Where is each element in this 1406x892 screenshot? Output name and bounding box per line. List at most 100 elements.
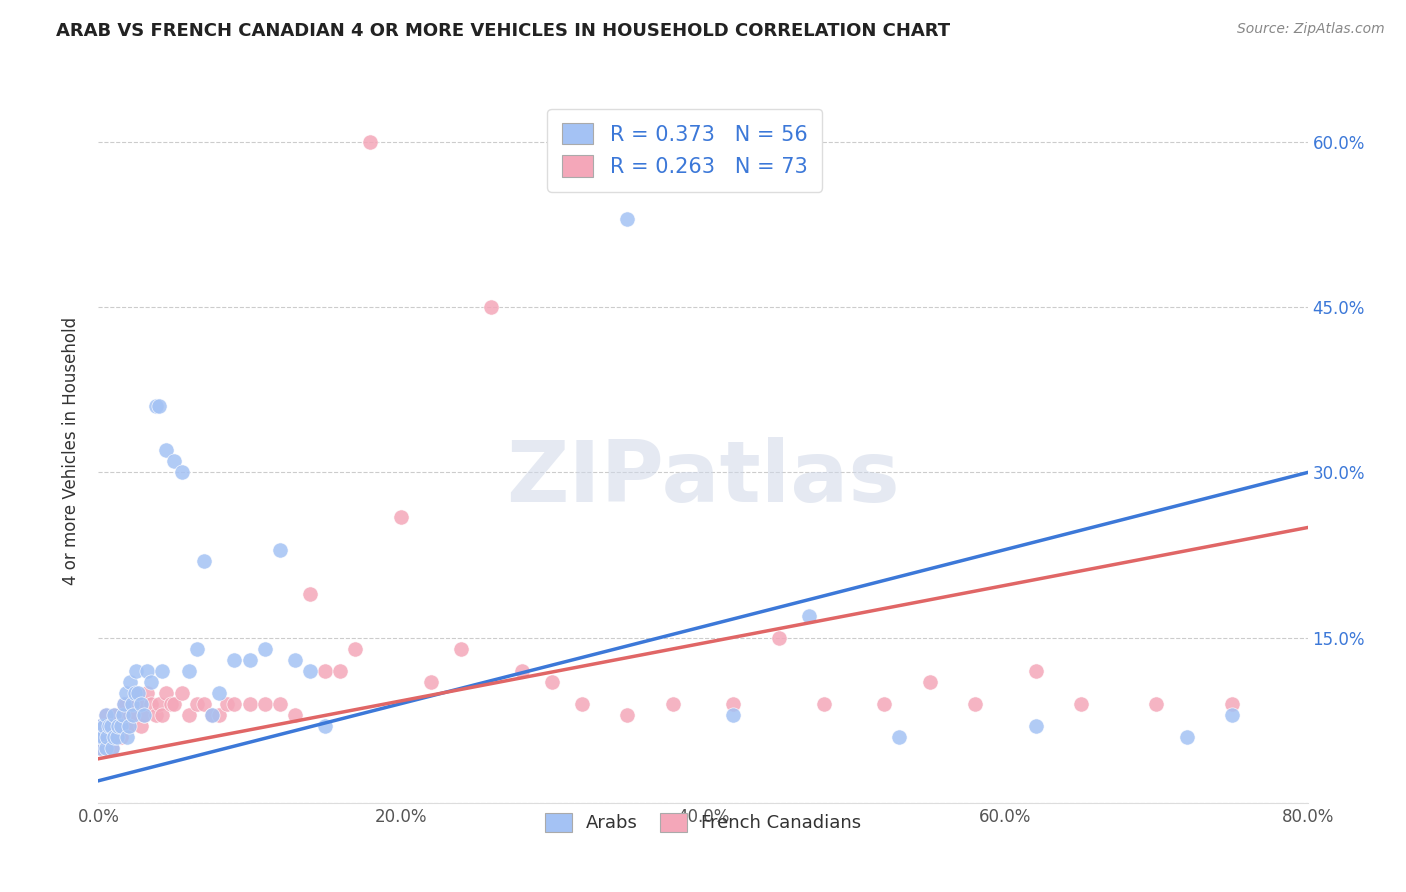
Point bbox=[127, 697, 149, 711]
Point bbox=[107, 719, 129, 733]
Point bbox=[132, 707, 155, 722]
Point bbox=[155, 443, 177, 458]
Point bbox=[150, 707, 173, 722]
Point bbox=[127, 686, 149, 700]
Point bbox=[129, 697, 152, 711]
Point bbox=[193, 697, 215, 711]
Point bbox=[661, 697, 683, 711]
Point bbox=[105, 730, 128, 744]
Point bbox=[110, 730, 132, 744]
Point bbox=[193, 553, 215, 567]
Point bbox=[299, 664, 322, 678]
Point bbox=[101, 740, 124, 755]
Point bbox=[100, 719, 122, 733]
Point bbox=[91, 730, 114, 744]
Point bbox=[224, 697, 246, 711]
Point bbox=[1024, 719, 1046, 733]
Point bbox=[125, 664, 148, 678]
Point bbox=[163, 697, 186, 711]
Point bbox=[96, 730, 118, 744]
Point bbox=[124, 686, 146, 700]
Point bbox=[163, 454, 186, 468]
Point bbox=[135, 686, 157, 700]
Point bbox=[132, 707, 155, 722]
Point bbox=[481, 301, 503, 315]
Point bbox=[420, 674, 443, 689]
Point bbox=[299, 586, 322, 600]
Point bbox=[112, 697, 135, 711]
Point bbox=[201, 707, 224, 722]
Point bbox=[120, 707, 142, 722]
Point bbox=[889, 730, 911, 744]
Point bbox=[96, 730, 118, 744]
Point bbox=[329, 664, 352, 678]
Point bbox=[208, 686, 231, 700]
Point bbox=[797, 608, 820, 623]
Point bbox=[155, 686, 177, 700]
Point bbox=[253, 641, 276, 656]
Point bbox=[540, 674, 562, 689]
Point bbox=[124, 697, 146, 711]
Point bbox=[616, 707, 638, 722]
Point bbox=[1024, 664, 1046, 678]
Point bbox=[284, 707, 307, 722]
Point bbox=[122, 707, 145, 722]
Point bbox=[170, 686, 193, 700]
Point bbox=[121, 697, 143, 711]
Point bbox=[122, 707, 145, 722]
Point bbox=[112, 697, 135, 711]
Point bbox=[918, 674, 941, 689]
Point bbox=[103, 730, 125, 744]
Point bbox=[813, 697, 835, 711]
Point bbox=[114, 686, 136, 700]
Point bbox=[103, 707, 125, 722]
Point bbox=[186, 641, 208, 656]
Text: ARAB VS FRENCH CANADIAN 4 OR MORE VEHICLES IN HOUSEHOLD CORRELATION CHART: ARAB VS FRENCH CANADIAN 4 OR MORE VEHICL… bbox=[56, 22, 950, 40]
Point bbox=[110, 719, 132, 733]
Point bbox=[125, 686, 148, 700]
Point bbox=[89, 740, 111, 755]
Point bbox=[253, 697, 276, 711]
Point bbox=[1175, 730, 1198, 744]
Point bbox=[314, 664, 336, 678]
Point bbox=[121, 697, 143, 711]
Point bbox=[100, 719, 122, 733]
Point bbox=[179, 707, 201, 722]
Y-axis label: 4 or more Vehicles in Household: 4 or more Vehicles in Household bbox=[62, 317, 80, 584]
Point bbox=[103, 707, 125, 722]
Point bbox=[89, 740, 111, 755]
Point bbox=[201, 707, 224, 722]
Point bbox=[105, 730, 128, 744]
Point bbox=[150, 664, 173, 678]
Point bbox=[111, 707, 134, 722]
Point bbox=[118, 719, 141, 733]
Point bbox=[141, 697, 163, 711]
Point bbox=[360, 135, 382, 149]
Point bbox=[101, 740, 124, 755]
Point bbox=[148, 400, 170, 414]
Point bbox=[239, 653, 262, 667]
Point bbox=[141, 674, 163, 689]
Point bbox=[90, 730, 112, 744]
Legend: Arabs, French Canadians: Arabs, French Canadians bbox=[537, 805, 869, 839]
Point bbox=[208, 707, 231, 722]
Point bbox=[344, 641, 367, 656]
Point bbox=[91, 730, 114, 744]
Point bbox=[94, 740, 117, 755]
Point bbox=[1220, 707, 1243, 722]
Point bbox=[115, 719, 138, 733]
Point bbox=[89, 719, 111, 733]
Point bbox=[239, 697, 262, 711]
Point bbox=[129, 719, 152, 733]
Point bbox=[160, 697, 183, 711]
Point bbox=[94, 707, 117, 722]
Point bbox=[768, 631, 790, 645]
Point bbox=[135, 664, 157, 678]
Point bbox=[94, 707, 117, 722]
Point bbox=[93, 719, 115, 733]
Point bbox=[114, 697, 136, 711]
Text: Source: ZipAtlas.com: Source: ZipAtlas.com bbox=[1237, 22, 1385, 37]
Point bbox=[170, 466, 193, 480]
Point bbox=[148, 697, 170, 711]
Point bbox=[723, 697, 745, 711]
